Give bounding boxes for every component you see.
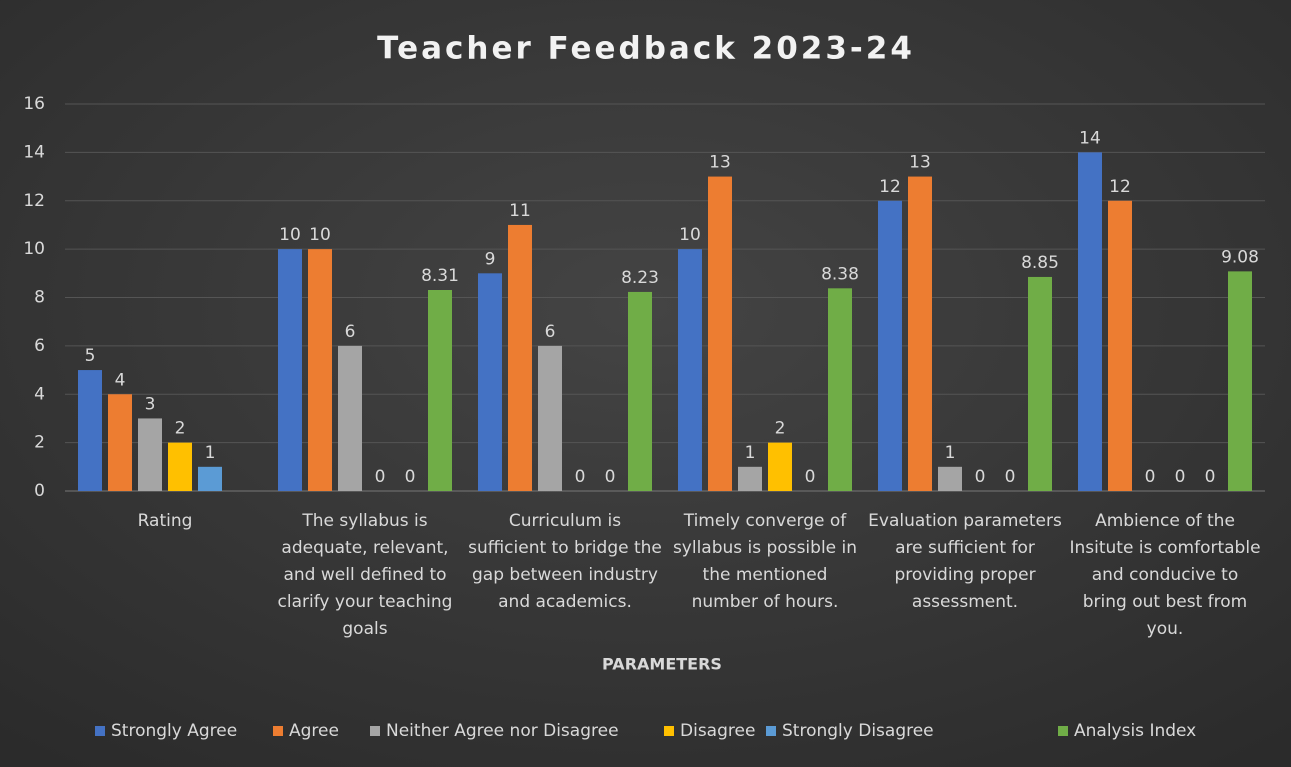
- x-tick-label: Timely converge of syllabus is possible …: [672, 511, 858, 612]
- y-tick-label: 10: [23, 239, 45, 259]
- bar: [108, 394, 132, 491]
- x-tick-label: Curriculum is sufficient to bridge the g…: [468, 511, 662, 612]
- bar: [908, 176, 932, 491]
- legend-label: Strongly Disagree: [782, 721, 934, 741]
- legend-swatch: [95, 726, 105, 736]
- bar: [738, 466, 762, 491]
- data-label: 0: [1005, 467, 1016, 487]
- legend-swatch: [1058, 726, 1068, 736]
- bar: [1228, 271, 1252, 491]
- data-label: 9.08: [1221, 247, 1259, 267]
- bar: [168, 442, 192, 491]
- data-label: 14: [1079, 128, 1101, 148]
- legend-swatch: [370, 726, 380, 736]
- data-label: 12: [1109, 177, 1131, 197]
- legend-label: Strongly Agree: [111, 721, 237, 741]
- bar: [428, 290, 452, 491]
- legend-swatch: [766, 726, 776, 736]
- legend-label: Analysis Index: [1074, 721, 1196, 741]
- bar: [198, 466, 222, 491]
- data-label: 8.85: [1021, 253, 1059, 273]
- data-label: 10: [309, 225, 331, 245]
- bar: [308, 249, 332, 491]
- data-label: 0: [1175, 467, 1186, 487]
- data-label: 3: [145, 394, 156, 414]
- x-tick-label-box: Timely converge of syllabus is possible …: [672, 511, 858, 612]
- bar: [628, 291, 652, 491]
- data-label: 4: [115, 370, 126, 390]
- bar: [768, 442, 792, 491]
- x-tick-label-box: Rating: [137, 511, 193, 531]
- bar: [538, 345, 562, 491]
- data-label: 1: [205, 443, 216, 463]
- data-label: 8.38: [821, 264, 859, 284]
- bar: [708, 176, 732, 491]
- bar: [338, 345, 362, 491]
- y-tick-label: 8: [34, 288, 45, 308]
- bar: [1028, 276, 1052, 491]
- data-label: 0: [375, 467, 386, 487]
- data-label: 1: [745, 443, 756, 463]
- bar: [78, 370, 102, 491]
- bar: [478, 273, 502, 491]
- data-label: 0: [805, 467, 816, 487]
- bar: [878, 200, 902, 491]
- data-label: 9: [485, 249, 496, 269]
- x-tick-label-box: The syllabus is adequate, relevant, and …: [277, 511, 453, 639]
- legend-swatch: [273, 726, 283, 736]
- data-label: 8.23: [621, 268, 659, 288]
- x-axis-label: PARAMETERS: [602, 655, 722, 674]
- bar: [278, 249, 302, 491]
- data-label: 10: [679, 225, 701, 245]
- y-tick-label: 12: [23, 191, 45, 211]
- y-tick-label: 4: [34, 384, 45, 404]
- data-label: 0: [1205, 467, 1216, 487]
- x-tick-label-box: Ambience of the Insitute is comfortable …: [1069, 511, 1261, 639]
- x-tick-label: The syllabus is adequate, relevant, and …: [277, 511, 453, 639]
- data-label: 0: [975, 467, 986, 487]
- legend-swatch: [664, 726, 674, 736]
- data-label: 6: [545, 322, 556, 342]
- x-tick-label-box: Curriculum is sufficient to bridge the g…: [468, 511, 662, 612]
- data-label: 13: [709, 153, 731, 173]
- data-label: 0: [575, 467, 586, 487]
- bar: [828, 288, 852, 491]
- bar: [1078, 152, 1102, 491]
- data-label: 11: [509, 201, 531, 221]
- x-tick-label: Rating: [137, 511, 193, 531]
- bar: [938, 466, 962, 491]
- bar: [678, 249, 702, 491]
- data-label: 2: [175, 419, 186, 439]
- data-label: 0: [1145, 467, 1156, 487]
- y-tick-label: 14: [23, 142, 45, 162]
- data-label: 8.31: [421, 266, 459, 286]
- data-label: 5: [85, 346, 96, 366]
- x-tick-label-box: Evaluation parameters are sufficient for…: [868, 511, 1062, 612]
- data-label: 10: [279, 225, 301, 245]
- data-label: 13: [909, 153, 931, 173]
- data-label: 2: [775, 419, 786, 439]
- y-tick-label: 0: [34, 481, 45, 501]
- bar: [1108, 200, 1132, 491]
- data-label: 0: [605, 467, 616, 487]
- data-label: 6: [345, 322, 356, 342]
- bar: [508, 224, 532, 491]
- x-tick-label: Evaluation parameters are sufficient for…: [868, 511, 1062, 612]
- data-label: 12: [879, 177, 901, 197]
- y-tick-label: 16: [23, 94, 45, 114]
- data-label: 1: [945, 443, 956, 463]
- legend-label: Disagree: [680, 721, 755, 741]
- y-tick-label: 2: [34, 433, 45, 453]
- y-tick-label: 6: [34, 336, 45, 356]
- legend-label: Neither Agree nor Disagree: [386, 721, 619, 741]
- bar: [138, 418, 162, 491]
- legend-label: Agree: [289, 721, 339, 741]
- data-label: 0: [405, 467, 416, 487]
- x-tick-label: Ambience of the Insitute is comfortable …: [1069, 511, 1261, 639]
- chart-title: Teacher Feedback 2023-24: [377, 31, 915, 67]
